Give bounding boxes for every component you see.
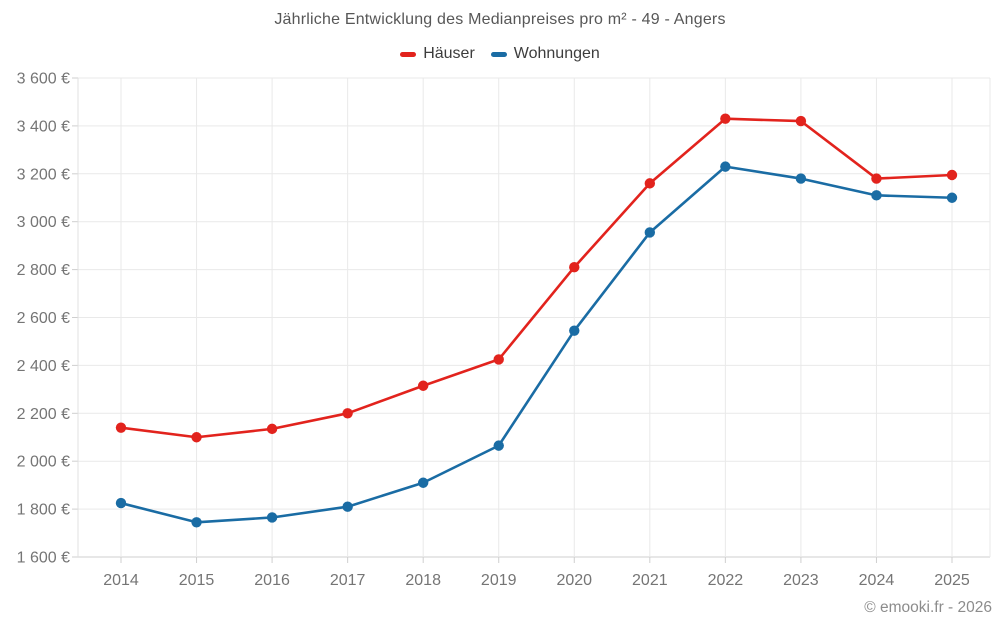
data-point-wohnungen-2015[interactable] — [191, 517, 202, 528]
data-point-wohnungen-2021[interactable] — [644, 227, 656, 238]
legend-label-haeuser: Häuser — [423, 45, 475, 62]
y-tick-label: 1 600 € — [17, 550, 70, 567]
x-tick-label: 2017 — [330, 572, 366, 589]
y-tick-label: 1 800 € — [17, 502, 70, 519]
data-point-wohnungen-2024[interactable] — [871, 190, 882, 201]
data-point-wohnungen-2020[interactable] — [569, 325, 580, 336]
x-tick-label: 2024 — [859, 572, 895, 589]
y-tick-label: 2 000 € — [17, 454, 70, 471]
data-point-wohnungen-2018[interactable] — [417, 477, 429, 488]
y-tick-label: 2 600 € — [17, 310, 70, 327]
haeuser-series-swatch-icon — [400, 51, 417, 57]
y-tick-label: 2 800 € — [17, 262, 70, 279]
x-tick-label: 2015 — [179, 572, 215, 589]
data-point-haeuser-2019[interactable] — [493, 354, 504, 365]
data-point-haeuser-2022[interactable] — [720, 113, 731, 124]
y-tick-label: 3 400 € — [17, 118, 70, 135]
wohnungen-series-swatch-icon — [490, 51, 507, 57]
data-point-haeuser-2016[interactable] — [266, 423, 278, 435]
haeuser-line — [119, 117, 954, 439]
data-point-haeuser-2015[interactable] — [191, 432, 202, 443]
x-tick-label: 2016 — [254, 572, 290, 589]
data-point-haeuser-2025[interactable] — [946, 169, 958, 181]
data-point-wohnungen-2016[interactable] — [266, 512, 278, 523]
data-point-haeuser-2020[interactable] — [569, 262, 580, 273]
data-point-haeuser-2017[interactable] — [342, 408, 353, 419]
data-point-wohnungen-2025[interactable] — [946, 192, 958, 203]
wohnungen-line — [119, 165, 954, 524]
data-point-wohnungen-2023[interactable] — [795, 173, 807, 184]
y-tick-label: 3 200 € — [17, 166, 70, 183]
y-tick-label: 2 200 € — [17, 406, 70, 423]
data-point-wohnungen-2022[interactable] — [720, 161, 731, 172]
legend-label-wohnungen: Wohnungen — [513, 45, 600, 62]
data-point-wohnungen-2017[interactable] — [342, 501, 353, 512]
legend: Häuser Wohnungen — [0, 45, 1000, 63]
data-point-haeuser-2018[interactable] — [417, 380, 429, 391]
x-tick-label: 2025 — [934, 572, 970, 589]
data-point-wohnungen-2014[interactable] — [115, 497, 127, 509]
x-tick-label: 2020 — [556, 572, 592, 589]
legend-item-haeuser[interactable]: Häuser — [400, 45, 475, 63]
legend-item-wohnungen[interactable]: Wohnungen — [490, 45, 600, 63]
x-tick-label: 2018 — [405, 572, 441, 589]
copyright-footer: © emooki.fr - 2026 — [864, 599, 992, 616]
y-tick-label: 3 600 € — [17, 71, 70, 88]
data-point-haeuser-2023[interactable] — [795, 115, 807, 127]
x-tick-label: 2023 — [783, 572, 819, 589]
y-tick-label: 2 400 € — [17, 358, 70, 375]
chart-title: Jährliche Entwicklung des Medianpreises … — [274, 11, 726, 28]
x-tick-label: 2021 — [632, 572, 668, 589]
x-tick-label: 2014 — [103, 572, 139, 589]
data-point-haeuser-2024[interactable] — [871, 173, 882, 184]
data-point-haeuser-2014[interactable] — [115, 422, 127, 433]
x-tick-label: 2022 — [708, 572, 744, 589]
data-point-haeuser-2021[interactable] — [644, 178, 656, 189]
data-point-wohnungen-2019[interactable] — [493, 440, 504, 451]
x-tick-label: 2019 — [481, 572, 517, 589]
y-tick-label: 3 000 € — [17, 214, 70, 231]
